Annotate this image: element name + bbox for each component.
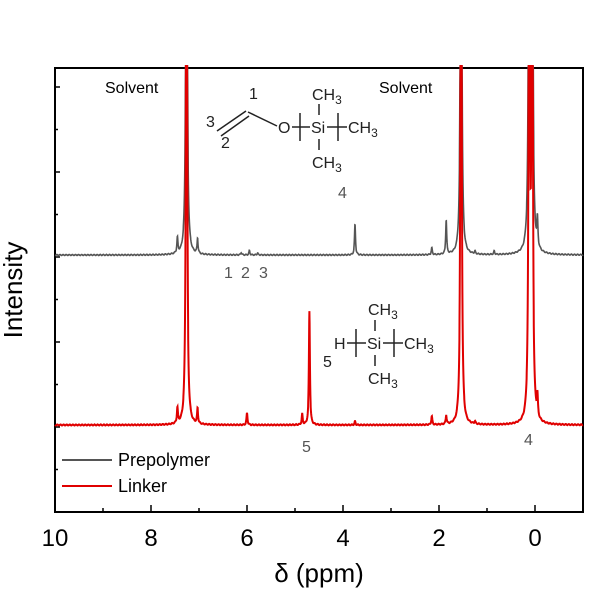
svg-text:1: 1 (249, 86, 258, 103)
svg-text:CH3: CH3 (368, 302, 398, 322)
prepolymer-spectrum (54, 65, 584, 257)
solvent-label-right: Solvent (379, 80, 433, 97)
x-tick-label: 6 (240, 525, 253, 552)
svg-text:H: H (334, 336, 346, 353)
x-tick-label: 0 (528, 525, 541, 552)
solvent-label-left: Solvent (105, 80, 159, 97)
svg-text:CH3: CH3 (312, 155, 342, 175)
structure-prepolymer: 1 3 2 O Si CH3 CH3 CH3 (206, 86, 378, 175)
peak-label-3: 3 (259, 265, 268, 282)
linker-spectrum (54, 65, 584, 427)
x-axis-title: δ (ppm) (274, 558, 364, 588)
svg-text:3: 3 (206, 114, 215, 131)
structure-linker: 5 H Si CH3 CH3 CH3 (323, 302, 434, 391)
peak-label-5: 5 (302, 439, 311, 456)
y-ticks (55, 86, 60, 471)
x-tick-label: 2 (432, 525, 445, 552)
peak-label-4-prepolymer: 4 (338, 185, 347, 202)
legend: Prepolymer Linker (62, 450, 210, 496)
svg-text:CH3: CH3 (368, 371, 398, 391)
x-ticks: 10 8 6 4 2 0 (42, 505, 584, 552)
svg-text:Si: Si (311, 120, 325, 137)
x-tick-label: 4 (336, 525, 349, 552)
peak-label-2: 2 (241, 265, 250, 282)
svg-text:2: 2 (221, 135, 230, 152)
x-tick-label: 8 (144, 525, 157, 552)
svg-text:CH3: CH3 (348, 120, 378, 140)
legend-label-prepolymer: Prepolymer (118, 450, 210, 470)
peak-label-1: 1 (224, 265, 233, 282)
legend-label-linker: Linker (118, 476, 167, 496)
plot-frame (54, 67, 584, 513)
svg-text:Si: Si (367, 336, 381, 353)
peak-label-4-linker: 4 (524, 432, 533, 449)
svg-text:CH3: CH3 (312, 87, 342, 107)
svg-text:5: 5 (323, 354, 332, 371)
y-axis-title: Intensity (0, 242, 28, 339)
svg-text:O: O (278, 120, 290, 137)
svg-text:CH3: CH3 (404, 336, 434, 356)
x-tick-label: 10 (42, 525, 69, 552)
